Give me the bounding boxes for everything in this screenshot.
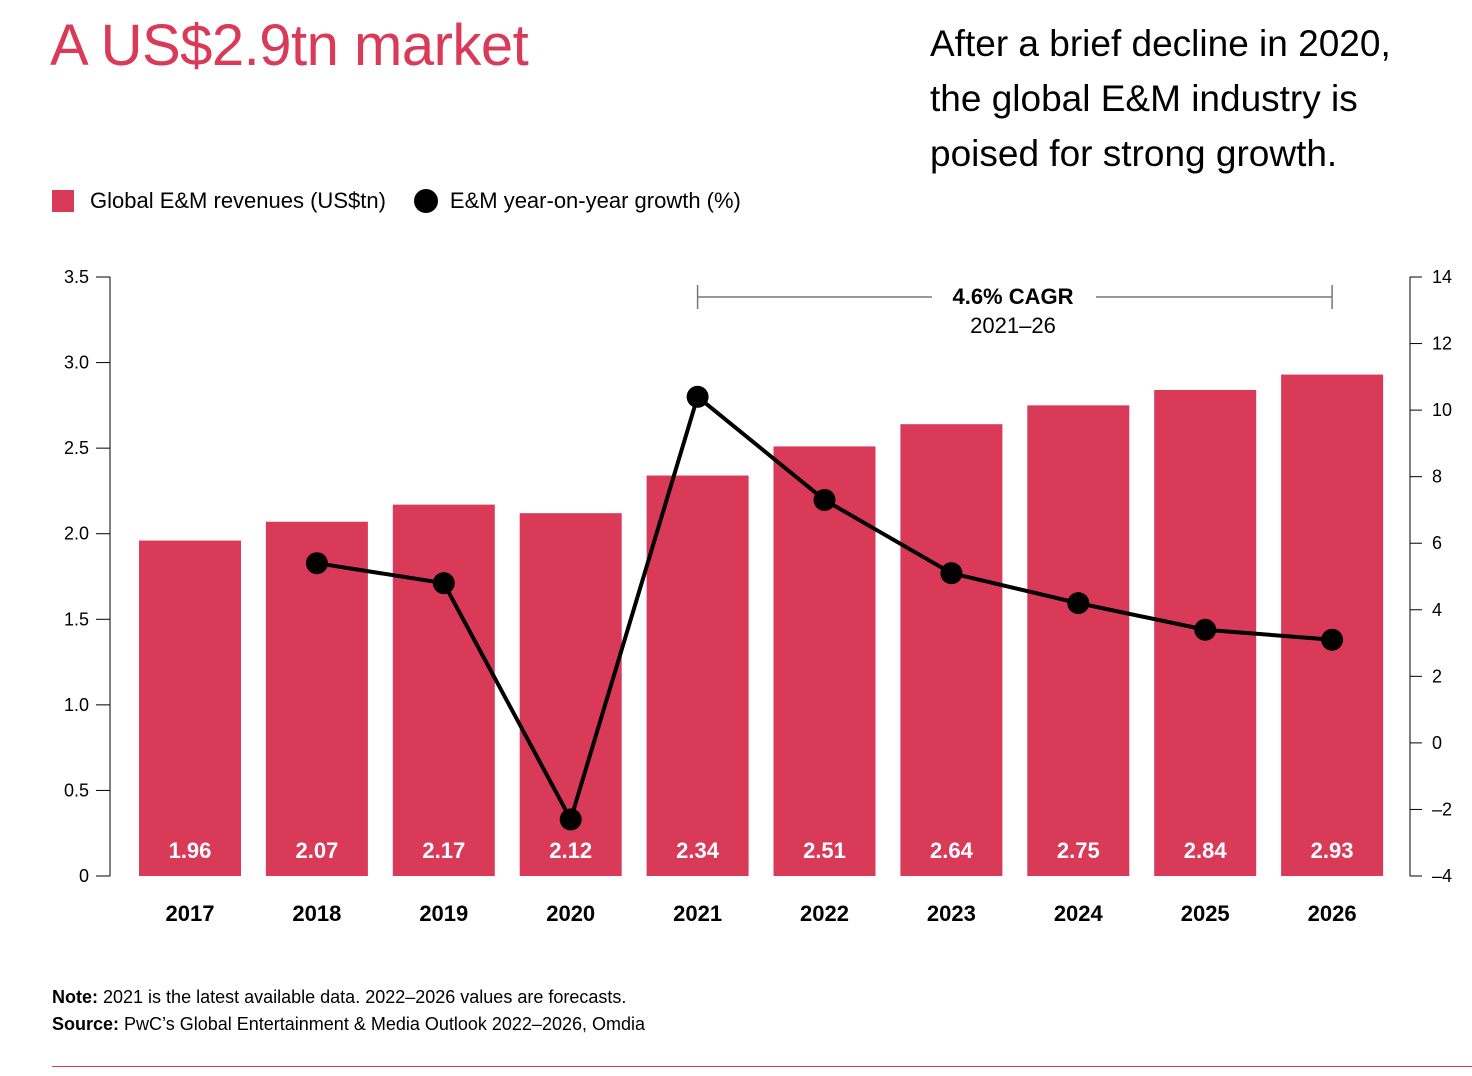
y-left-tick-label: 0 bbox=[79, 866, 89, 886]
y-right-tick-label: 12 bbox=[1432, 334, 1452, 354]
y-right-tick-label: 2 bbox=[1432, 666, 1442, 686]
bar-value-label-2022: 2.51 bbox=[803, 838, 846, 863]
growth-point-2024 bbox=[1067, 592, 1090, 615]
y-left-tick-label: 2.5 bbox=[64, 438, 89, 458]
bar-value-label-2021: 2.34 bbox=[676, 838, 720, 863]
chart-canvas: 1.96 2.07 2.17 2.12 2.34 2.51 2.64 2.75 2.84 2.93… bbox=[64, 267, 1452, 926]
legend: Global E&M revenues (US$tn) E&M year-on-… bbox=[52, 188, 741, 214]
legend-bar-label: Global E&M revenues (US$tn) bbox=[90, 188, 386, 213]
bar-2026 bbox=[1281, 374, 1384, 876]
x-tick-label-2018: 2018 bbox=[292, 901, 341, 926]
source-text: PwC’s Global Entertainment & Media Outlo… bbox=[124, 1014, 646, 1034]
y-left-tick-label: 2.0 bbox=[64, 524, 89, 544]
legend-bar-swatch bbox=[52, 190, 74, 212]
chart-title: A US$2.9tn market bbox=[50, 13, 529, 78]
y-right-tick-label: 8 bbox=[1432, 467, 1442, 487]
bar-2018 bbox=[265, 521, 368, 876]
source-label: Source: bbox=[52, 1014, 120, 1034]
growth-point-2023 bbox=[940, 562, 963, 585]
y-left-tick-label: 1.5 bbox=[64, 609, 89, 629]
axes-group: 2017 2018 2019 2020 2021 2022 2023 2024 2025 2026… bbox=[64, 267, 1452, 926]
legend-line-marker bbox=[413, 189, 438, 213]
bar-value-label-2023: 2.64 bbox=[930, 838, 974, 863]
y-right-tick-label: 10 bbox=[1432, 400, 1452, 420]
bar-value-label-2020: 2.12 bbox=[549, 838, 592, 863]
y-left-tick-label: 3.0 bbox=[64, 353, 89, 373]
y-right-tick-label: –2 bbox=[1432, 799, 1452, 819]
y-left-tick-label: 1.0 bbox=[64, 695, 89, 715]
x-tick-label-2024: 2024 bbox=[1054, 901, 1104, 926]
cagr-period: 2021–26 bbox=[970, 313, 1056, 338]
bar-value-label-2017: 1.96 bbox=[169, 838, 212, 863]
note-line: Note: 2021 is the latest available data.… bbox=[52, 984, 645, 1011]
y-right-tick-label: 0 bbox=[1432, 733, 1442, 753]
chart-subtitle: After a brief decline in 2020, the globa… bbox=[930, 23, 1391, 174]
source-line: Source: PwC’s Global Entertainment & Med… bbox=[52, 1011, 645, 1038]
x-tick-label-2025: 2025 bbox=[1181, 901, 1230, 926]
cagr-headline: 4.6% CAGR bbox=[952, 284, 1073, 309]
bar-value-label-2019: 2.17 bbox=[422, 838, 465, 863]
y-right-tick-label: 14 bbox=[1432, 267, 1452, 287]
bar-value-label-2018: 2.07 bbox=[295, 838, 338, 863]
legend-line-label: E&M year-on-year growth (%) bbox=[449, 188, 741, 213]
note-text: 2021 is the latest available data. 2022–… bbox=[103, 987, 627, 1007]
bar-value-label-2024: 2.75 bbox=[1057, 838, 1100, 863]
bar-value-label-2025: 2.84 bbox=[1184, 838, 1228, 863]
y-right-tick-label: 4 bbox=[1432, 600, 1442, 620]
growth-point-2022 bbox=[813, 488, 836, 511]
bar-2019 bbox=[392, 504, 495, 876]
line-group bbox=[305, 385, 1344, 831]
x-tick-label-2021: 2021 bbox=[673, 901, 722, 926]
y-left-tick-label: 3.5 bbox=[64, 267, 89, 287]
growth-point-2018 bbox=[305, 552, 328, 575]
x-tick-label-2026: 2026 bbox=[1308, 901, 1357, 926]
x-tick-label-2017: 2017 bbox=[166, 901, 215, 926]
growth-point-2026 bbox=[1321, 628, 1344, 651]
bar-2021 bbox=[646, 475, 749, 876]
bar-2023 bbox=[900, 424, 1003, 876]
y-right-tick-label: 6 bbox=[1432, 533, 1442, 553]
y-right-tick-label: –4 bbox=[1432, 866, 1452, 886]
bar-2017 bbox=[139, 540, 241, 876]
bars-group: 1.96 2.07 2.17 2.12 2.34 2.51 2.64 2.75 2.84 2.93 bbox=[139, 374, 1384, 876]
growth-point-2021 bbox=[686, 385, 709, 408]
x-tick-label-2020: 2020 bbox=[546, 901, 595, 926]
x-tick-label-2023: 2023 bbox=[927, 901, 976, 926]
bar-value-label-2026: 2.93 bbox=[1311, 838, 1354, 863]
growth-point-2020 bbox=[559, 808, 582, 831]
cagr-annotation: 4.6% CAGR 2021–26 bbox=[696, 284, 1333, 338]
bottom-rule bbox=[52, 1066, 1472, 1067]
x-tick-label-2019: 2019 bbox=[419, 901, 468, 926]
bar-2024 bbox=[1027, 405, 1130, 876]
y-left-tick-label: 0.5 bbox=[64, 780, 89, 800]
note-label: Note: bbox=[52, 987, 98, 1007]
growth-point-2019 bbox=[432, 572, 455, 595]
growth-point-2025 bbox=[1194, 618, 1217, 641]
x-tick-label-2022: 2022 bbox=[800, 901, 849, 926]
notes: Note: 2021 is the latest available data.… bbox=[52, 984, 645, 1038]
